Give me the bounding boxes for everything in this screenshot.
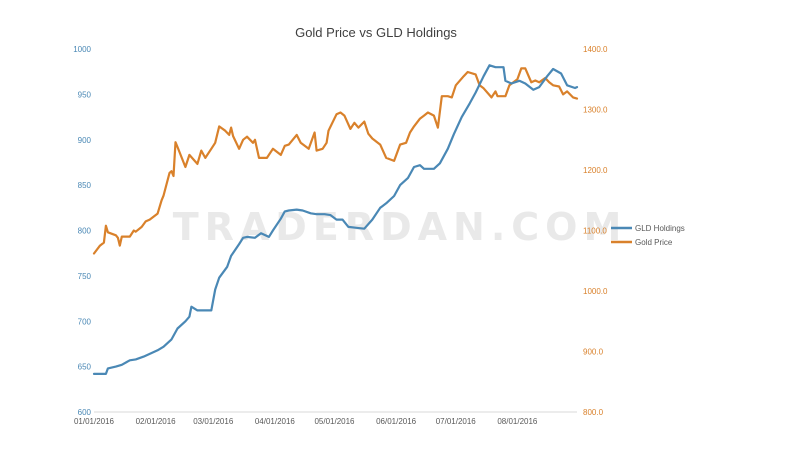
right-axis-tick-label: 1300.0 (583, 106, 608, 115)
left-axis-tick-label: 950 (78, 90, 92, 99)
left-axis-tick-label: 600 (78, 408, 92, 417)
x-axis-tick-label: 08/01/2016 (497, 417, 538, 426)
legend-label-gld-holdings: GLD Holdings (635, 224, 685, 233)
right-axis-tick-label: 1400.0 (583, 45, 608, 54)
legend: GLD Holdings Gold Price (611, 224, 685, 247)
legend-label-gold-price: Gold Price (635, 238, 673, 247)
chart-title: Gold Price vs GLD Holdings (295, 25, 457, 40)
watermark: TRADERDAN.COM (173, 205, 628, 249)
x-axis-tick-label: 04/01/2016 (255, 417, 296, 426)
left-axis-tick-label: 650 (78, 363, 92, 372)
right-axis-tick-label: 800.0 (583, 408, 604, 417)
gold-price-line (92, 67, 579, 255)
left-axis-tick-label: 750 (78, 272, 92, 281)
left-axis-tick-label: 900 (78, 136, 92, 145)
x-axis-tick-label: 05/01/2016 (314, 417, 355, 426)
x-axis-tick-label: 02/01/2016 (136, 417, 177, 426)
x-axis-tick-label: 06/01/2016 (376, 417, 417, 426)
left-axis-tick-label: 800 (78, 227, 92, 236)
left-axis-tick-label: 700 (78, 317, 92, 326)
right-axis-tick-label: 1100.0 (583, 227, 607, 236)
right-axis-tick-label: 900.0 (583, 348, 604, 357)
x-axis-tick-label: 03/01/2016 (193, 417, 234, 426)
x-axis: 01/01/2016 02/01/2016 03/01/2016 04/01/2016… (74, 417, 538, 426)
left-axis: 600 650 700 750 800 850 900 950 1000 (73, 45, 91, 417)
series-layer (92, 64, 579, 375)
right-axis-tick-label: 1200.0 (583, 166, 608, 175)
x-axis-tick-label: 01/01/2016 (74, 417, 115, 426)
left-axis-tick-label: 1000 (73, 45, 91, 54)
left-axis-tick-label: 850 (78, 181, 92, 190)
right-axis: 800.0 900.0 1000.0 1100.0 1200.0 1300.0 1400.0 (583, 45, 608, 417)
right-axis-tick-label: 1000.0 (583, 287, 608, 296)
x-axis-tick-label: 07/01/2016 (436, 417, 477, 426)
gld-holdings-line (92, 64, 579, 375)
